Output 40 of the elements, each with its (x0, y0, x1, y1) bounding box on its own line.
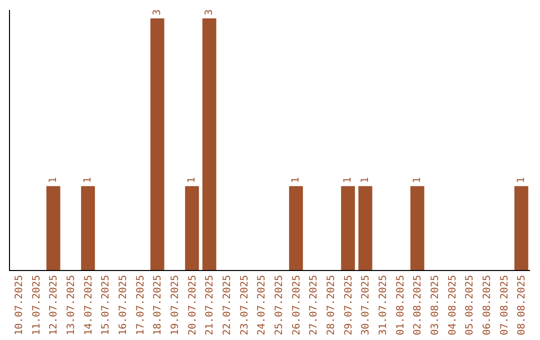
data-label: 1 (412, 177, 423, 184)
x-tick-label: 21.07.2025 (204, 275, 216, 336)
x-tick-label: 05.08.2025 (464, 275, 476, 336)
x-tick-label: 24.07.2025 (256, 275, 268, 336)
x-tick-label: 28.07.2025 (326, 275, 337, 336)
x-tick-label: 19.07.2025 (170, 275, 181, 336)
x-tick-label: 06.08.2025 (482, 275, 493, 336)
x-tick-label: 02.08.2025 (412, 275, 424, 336)
data-label: 1 (342, 177, 354, 184)
x-tick-label: 01.08.2025 (395, 275, 406, 336)
x-tick-label: 04.08.2025 (447, 275, 458, 336)
data-label: 3 (204, 9, 215, 16)
x-tick-label: 29.07.2025 (343, 275, 354, 336)
x-tick-label: 13.07.2025 (66, 275, 77, 336)
data-label: 1 (360, 177, 371, 184)
x-tick-label: 07.08.2025 (499, 275, 510, 336)
data-label: 1 (290, 177, 302, 184)
x-tick-label: 31.07.2025 (378, 275, 389, 336)
data-label: 1 (186, 177, 198, 184)
x-tick-label: 03.08.2025 (430, 275, 441, 336)
x-tick-label: 26.07.2025 (291, 275, 302, 336)
x-tick-label: 22.07.2025 (222, 275, 233, 336)
x-tick-label: 18.07.2025 (152, 275, 164, 336)
x-tick-label: 14.07.2025 (83, 275, 94, 336)
data-label: 1 (82, 177, 94, 184)
x-tick-label: 30.07.2025 (360, 275, 372, 336)
x-tick-label: 08.08.2025 (516, 275, 528, 336)
x-tick-label: 17.07.2025 (135, 275, 146, 336)
data-label: 1 (516, 177, 527, 184)
x-tick-label: 23.07.2025 (239, 275, 250, 336)
x-tick-label: 11.07.2025 (31, 275, 42, 336)
x-tick-label: 27.07.2025 (308, 275, 320, 336)
data-label: 3 (152, 9, 163, 16)
x-tick-label: 20.07.2025 (187, 275, 198, 336)
x-tick-label: 15.07.2025 (100, 275, 112, 336)
x-tick-label: 10.07.2025 (14, 275, 25, 336)
x-tick-label: 25.07.2025 (274, 275, 285, 336)
x-tick-label: 16.07.2025 (118, 275, 129, 336)
data-label: 1 (48, 177, 59, 184)
x-tick-label: 12.07.2025 (48, 275, 60, 336)
